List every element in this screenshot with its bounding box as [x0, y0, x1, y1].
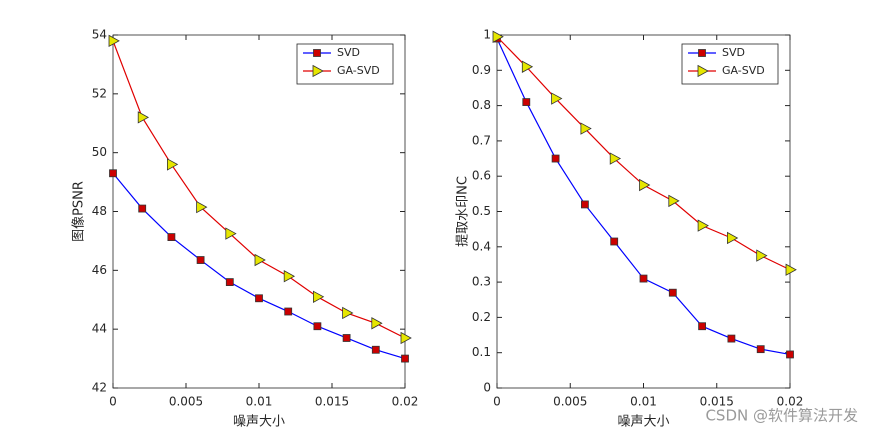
marker: [313, 322, 322, 331]
plot-area: [496, 34, 791, 389]
marker: [196, 200, 208, 214]
y-tick-label: 0.6: [472, 169, 491, 183]
legend-marker: [697, 64, 709, 78]
y-tick-label: 46: [92, 263, 107, 277]
y-tick-label: 0.1: [472, 345, 491, 359]
legend-label: GA-SVD: [337, 64, 380, 77]
marker: [371, 345, 380, 354]
y-tick-label: 54: [92, 28, 107, 42]
x-axis-label: 噪声大小: [617, 415, 669, 430]
legend-marker: [698, 49, 706, 57]
marker: [609, 152, 622, 165]
marker: [138, 204, 147, 213]
marker: [639, 274, 648, 283]
marker: [401, 354, 409, 363]
y-tick-label: 0.5: [472, 204, 491, 218]
marker: [166, 158, 179, 171]
legend-label: GA-SVD: [722, 64, 765, 77]
y-tick-label: 0.9: [472, 63, 491, 77]
marker: [108, 34, 120, 48]
marker: [225, 278, 234, 287]
marker: [255, 294, 263, 303]
y-tick-label: 0.3: [472, 275, 491, 289]
marker: [522, 98, 531, 106]
marker: [400, 331, 412, 345]
marker: [342, 306, 354, 320]
marker: [312, 290, 325, 303]
marker: [137, 111, 150, 124]
marker: [109, 169, 117, 178]
legend-box: [681, 43, 779, 85]
x-tick-label: 0.02: [392, 395, 419, 409]
y-tick-label: 52: [92, 86, 107, 100]
x-tick-label: 0.015: [700, 395, 734, 409]
x-tick-label: 0.01: [630, 395, 657, 409]
marker: [697, 219, 709, 232]
marker: [786, 350, 794, 359]
marker: [254, 253, 266, 267]
x-axis-label: 噪声大小: [233, 415, 285, 430]
y-tick-label: 42: [92, 381, 107, 395]
y-tick-label: 50: [92, 145, 107, 159]
y-tick-label: 0.7: [472, 133, 491, 147]
x-tick-label: 0.005: [169, 395, 203, 409]
x-tick-label: 0: [109, 395, 117, 409]
x-tick-label: 0.01: [246, 395, 273, 409]
marker: [371, 317, 383, 330]
marker: [521, 60, 534, 73]
x-tick-label: 0.015: [315, 395, 349, 409]
y-tick-label: 1: [483, 28, 491, 42]
y-tick-label: 0.8: [472, 98, 491, 112]
marker: [727, 334, 736, 343]
marker: [639, 178, 651, 192]
marker: [580, 122, 592, 135]
marker: [727, 231, 739, 245]
x-tick-label: 0: [493, 395, 501, 409]
marker: [756, 249, 768, 262]
y-tick-label: 0.2: [472, 310, 491, 324]
marker: [551, 154, 560, 163]
y-tick-label: 48: [92, 204, 107, 218]
marker: [167, 233, 176, 241]
x-tick-label: 0.005: [553, 395, 587, 409]
legend-label: SVD: [337, 46, 360, 59]
marker: [698, 322, 706, 331]
y-axis-label: 提取水印NC: [455, 176, 471, 247]
plot-area: [112, 34, 406, 389]
x-tick-label: 0.02: [777, 395, 804, 409]
legend-label: SVD: [722, 46, 745, 59]
watermark: CSDN @软件算法开发: [705, 407, 858, 425]
y-tick-label: 44: [92, 322, 107, 336]
legend-marker: [313, 49, 321, 57]
y-tick-label: 0: [483, 381, 491, 395]
marker: [283, 270, 296, 283]
marker: [492, 30, 504, 43]
marker: [756, 345, 765, 354]
y-tick-label: 0.4: [472, 239, 491, 253]
y-axis-label: 图像PSNR: [72, 181, 87, 242]
marker: [668, 288, 677, 297]
marker: [551, 92, 563, 105]
legend-box: [296, 43, 394, 85]
marker: [196, 256, 205, 264]
marker: [225, 227, 237, 240]
marker: [284, 307, 293, 316]
legend-marker: [312, 64, 324, 78]
marker: [342, 334, 351, 342]
marker: [581, 200, 589, 209]
marker: [610, 237, 619, 246]
marker: [668, 194, 680, 208]
marker: [785, 263, 797, 276]
